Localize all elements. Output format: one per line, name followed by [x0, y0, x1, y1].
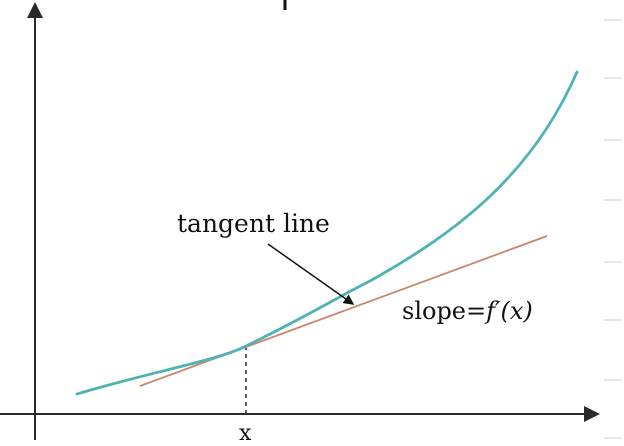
function-curve	[75, 70, 579, 396]
slope-label: slope=f′(x)	[402, 297, 533, 325]
slope-expression: f′(x)	[484, 297, 533, 325]
slope-prefix: slope=	[402, 297, 486, 325]
tangent-line-label: tangent line	[177, 209, 330, 238]
tangent-line	[139, 235, 548, 387]
x-tick-label: x	[239, 421, 252, 446]
right-edge-ticks	[604, 19, 622, 439]
tangent-pointer-arrow	[267, 243, 355, 305]
